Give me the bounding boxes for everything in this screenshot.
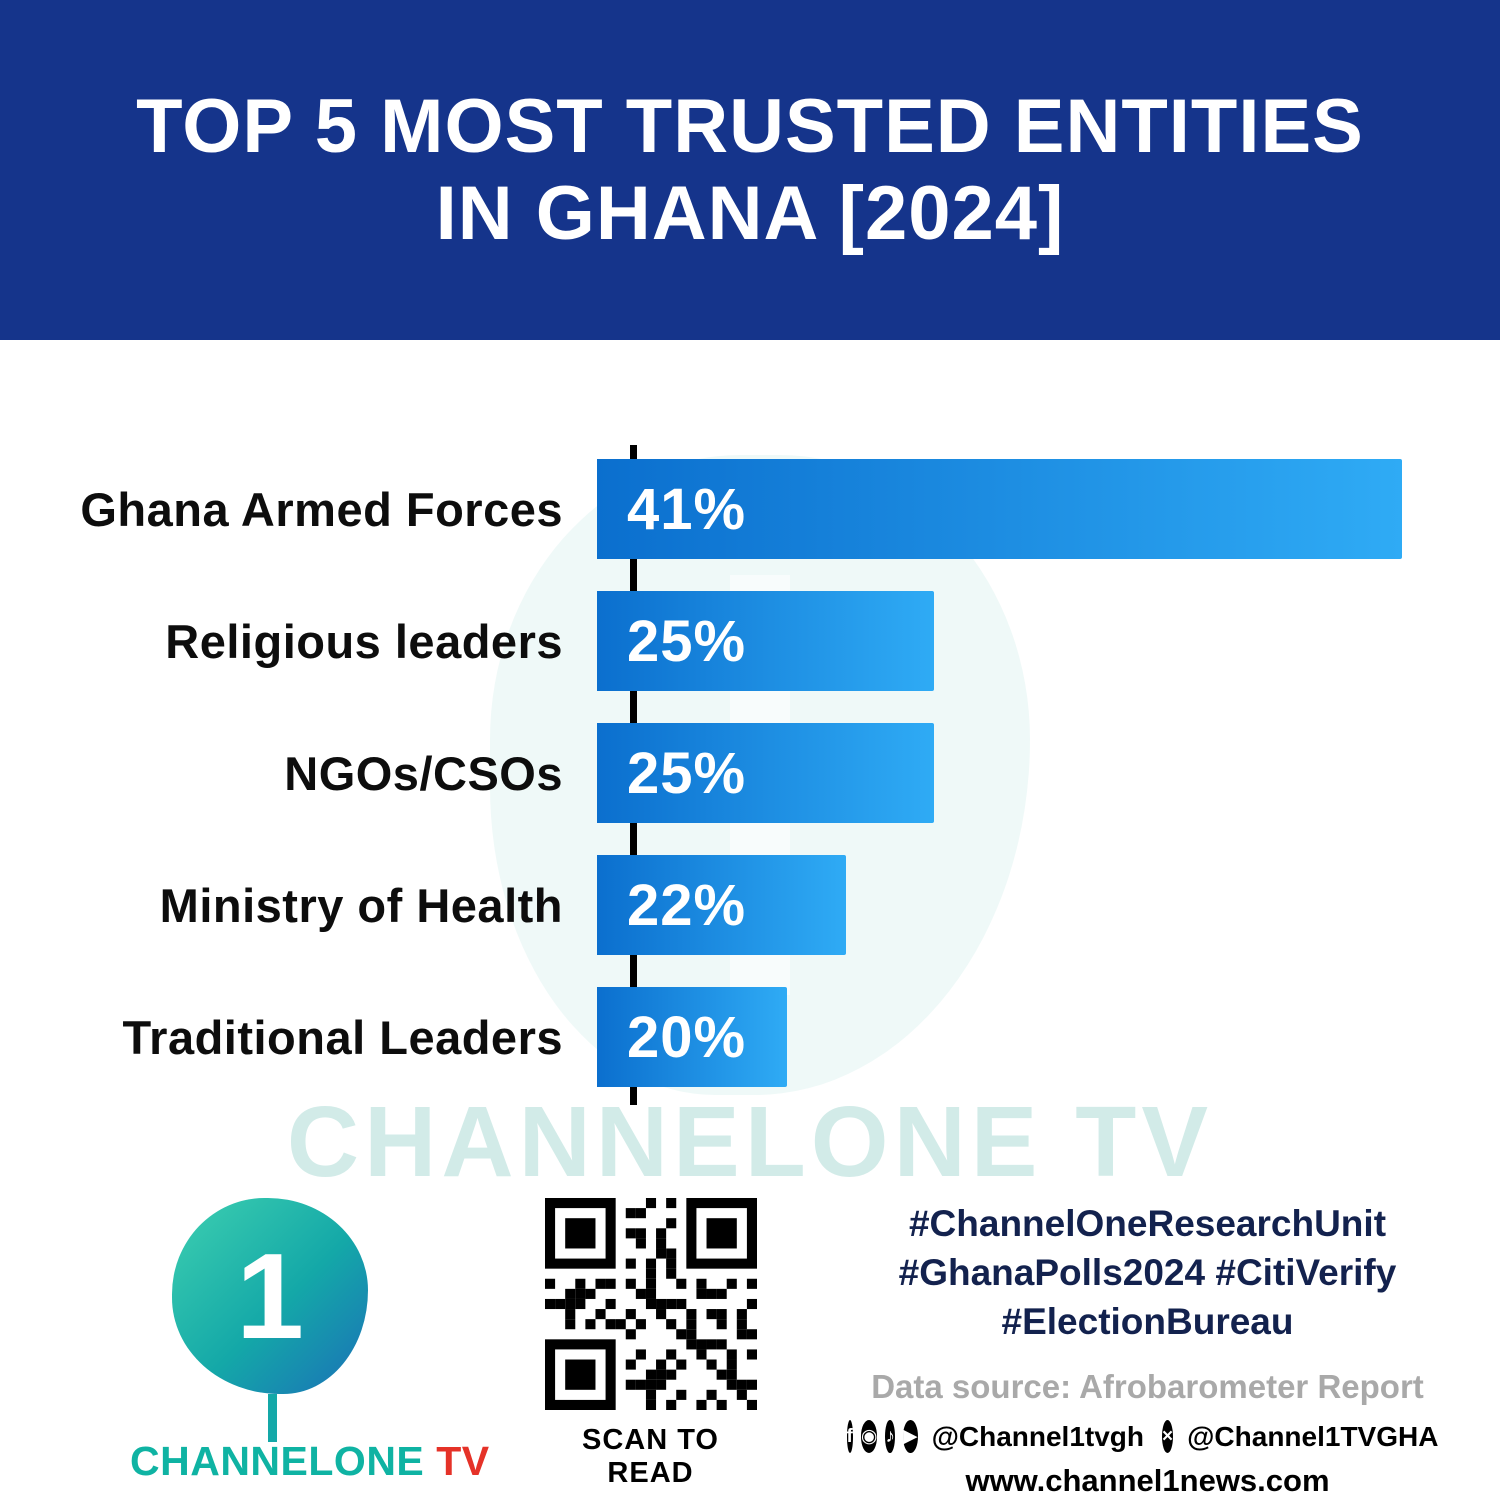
data-source: Data source: Afrobarometer Report — [871, 1368, 1424, 1406]
x-icon: × — [1162, 1420, 1174, 1454]
bar-row: NGOs/CSOs 25% — [0, 723, 1500, 823]
value-label: 25% — [627, 608, 747, 674]
bar-track: 25% — [597, 591, 1402, 691]
brand-name: CHANNELONE — [130, 1438, 425, 1484]
hashtag-line: #ElectionBureau — [1001, 1300, 1294, 1342]
hashtag-line: #GhanaPolls2024 #CitiVerify — [898, 1251, 1397, 1293]
value-label: 20% — [627, 1004, 747, 1070]
logo-numeral: 1 — [236, 1228, 304, 1364]
bar-traditional-leaders: 20% — [597, 987, 788, 1087]
website-url: www.channel1news.com — [965, 1463, 1330, 1499]
bar-track: 41% — [597, 459, 1402, 559]
qr-caption: SCAN TO READ — [582, 1424, 719, 1489]
value-label: 25% — [627, 740, 747, 806]
category-label: NGOs/CSOs — [284, 746, 563, 800]
facebook-icon: f — [846, 1420, 853, 1454]
bar-row: Ghana Armed Forces 41% — [0, 459, 1500, 559]
x-handle: @Channel1TVGHA — [1187, 1420, 1439, 1452]
hashtag-line: #ChannelOneResearchUnit — [908, 1203, 1387, 1244]
social-handle: @Channel1tvgh — [931, 1420, 1145, 1452]
value-label: 41% — [627, 476, 747, 542]
bar-ngos-csos: 25% — [597, 723, 934, 823]
channel-one-logo: 1 — [172, 1198, 368, 1394]
bar-track: 20% — [597, 987, 1402, 1087]
qr-code — [544, 1198, 757, 1410]
category-label: Ministry of Health — [159, 878, 563, 932]
footer-info: #ChannelOneResearchUnit #GhanaPolls2024 … — [846, 1200, 1438, 1499]
title-line-2: IN GHANA [2024] — [435, 171, 1065, 256]
bar-ministry-of-health: 22% — [597, 855, 846, 955]
hashtags: #ChannelOneResearchUnit #GhanaPolls2024 … — [865, 1200, 1430, 1346]
bar-row: Ministry of Health 22% — [0, 855, 1500, 955]
page-title: TOP 5 MOST TRUSTED ENTITIES IN GHANA [20… — [136, 83, 1364, 258]
youtube-icon: ▶ — [902, 1420, 918, 1454]
bar-ghana-armed-forces: 41% — [597, 459, 1402, 559]
chart-rows: Ghana Armed Forces 41% Religious leaders… — [0, 459, 1500, 1087]
bar-chart: Ghana Armed Forces 41% Religious leaders… — [0, 445, 1500, 1105]
instagram-icon: ◉ — [860, 1420, 878, 1454]
logo-stem — [268, 1394, 277, 1442]
social-row: f ◉ ♪ ▶ @Channel1tvgh × @Channel1TVGHA — [846, 1420, 1438, 1454]
channel-one-text-watermark: CHANNELONE TV — [286, 1086, 1214, 1198]
bar-row: Traditional Leaders 20% — [0, 987, 1500, 1087]
title-line-1: TOP 5 MOST TRUSTED ENTITIES — [136, 83, 1364, 169]
brand-tv: TV — [424, 1438, 490, 1484]
bar-row: Religious leaders 25% — [0, 591, 1500, 691]
category-label: Religious leaders — [165, 614, 563, 668]
bar-track: 25% — [597, 723, 1402, 823]
tiktok-icon: ♪ — [885, 1420, 895, 1454]
category-label: Ghana Armed Forces — [80, 482, 563, 536]
qr-block: SCAN TO READ — [543, 1198, 758, 1490]
value-label: 22% — [627, 872, 747, 938]
header-banner: TOP 5 MOST TRUSTED ENTITIES IN GHANA [20… — [0, 0, 1500, 340]
brand-wordmark: CHANNELONE TV — [130, 1438, 489, 1485]
bar-track: 22% — [597, 855, 1402, 955]
category-label: Traditional Leaders — [122, 1010, 563, 1064]
bar-religious-leaders: 25% — [597, 591, 934, 691]
